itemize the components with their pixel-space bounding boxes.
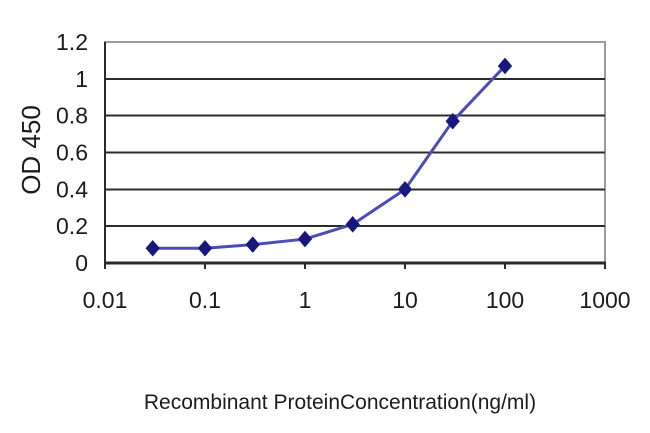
data-point-marker [145,240,160,257]
y-tick-label: 0.6 [56,140,88,166]
x-tick-label: 0.01 [83,287,128,313]
y-tick-label: 0.4 [56,176,88,202]
data-point-marker [245,236,260,253]
data-point-marker [445,112,460,130]
data-point-marker [397,181,413,198]
data-point-marker [197,240,213,257]
plot-area: 0.01 0.1 1 10 100 1000 0 0.2 0.4 0.6 0.8 1 1.2 [56,29,631,313]
y-tick-label: 0 [75,250,88,276]
y-axis-title: OD 450 [16,105,46,195]
data-series-line [151,64,507,250]
data-point-marker [497,57,513,75]
x-axis-title: Recombinant ProteinConcentration(ng/ml) [144,391,536,414]
x-tick-label: 0.1 [189,287,221,313]
data-point-marker [345,216,360,233]
y-tick-label: 0.8 [56,103,88,129]
y-tick-label: 0.2 [56,213,88,239]
x-tick-label: 100 [486,287,524,313]
data-point-marker [297,230,313,248]
y-tick-label: 1 [75,66,88,92]
x-tick-label: 1000 [579,287,630,313]
x-tick-label: 10 [392,287,418,313]
y-tick-label: 1.2 [56,29,88,55]
x-tick-label: 1 [299,287,312,313]
